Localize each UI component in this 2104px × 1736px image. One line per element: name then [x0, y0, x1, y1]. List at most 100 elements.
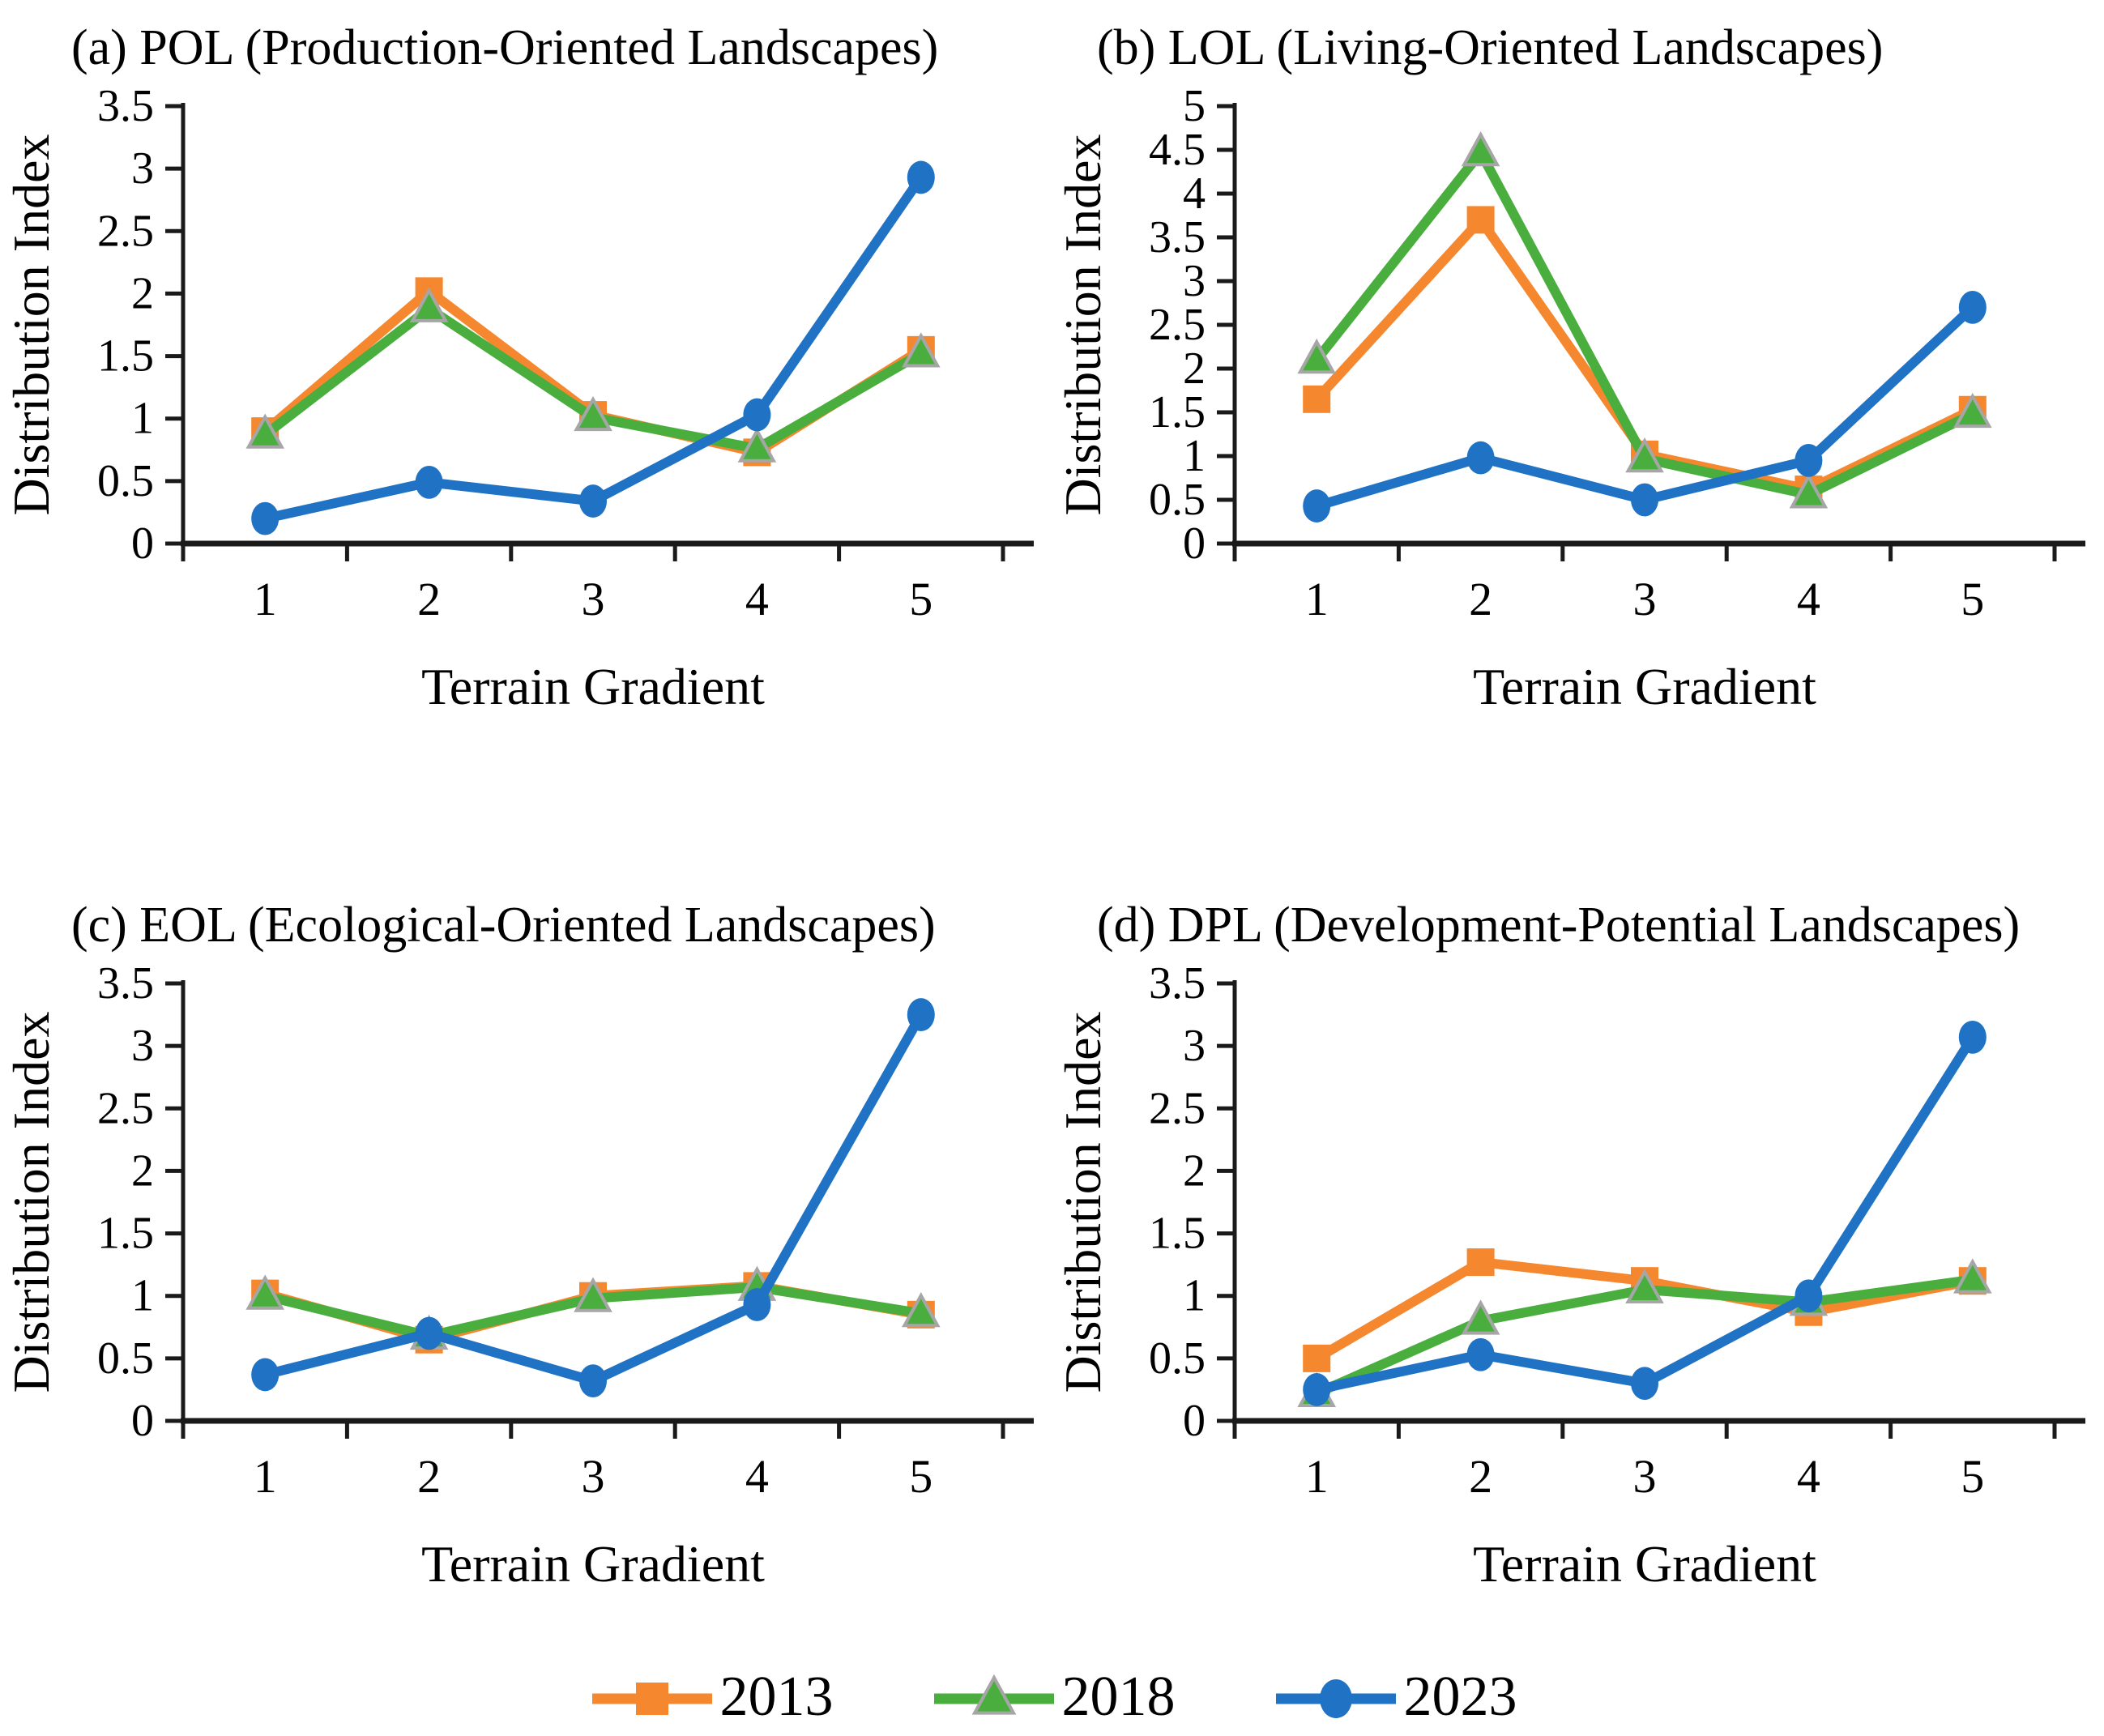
series-2018-point-1 — [1297, 338, 1336, 374]
y-tick-label: 0 — [131, 1396, 154, 1446]
series-2023-line — [1312, 302, 1978, 511]
y-tick-label: 0 — [1183, 518, 1206, 569]
y-tick-label: 1.5 — [1149, 387, 1206, 437]
x-category-label: 5 — [1961, 1450, 1984, 1503]
panel-pol: (a) POL (Production-Oriented Landscapes)… — [0, 0, 1052, 847]
pol-chart: 0 0.5 1 1.5 2 2.5 3 3.5 1 2 3 4 5 Terrain Gradient Dis… — [6, 82, 1034, 715]
y-tick-label: 3.5 — [97, 82, 154, 131]
x-category-label: 2 — [1469, 1450, 1492, 1503]
series-2018-point-3 — [1625, 1268, 1664, 1303]
y-tick-label: 3 — [131, 1021, 154, 1071]
y-tick-label: 2.5 — [1149, 1083, 1206, 1133]
x-category-label: 3 — [1633, 1450, 1657, 1503]
legend-label-2018: 2018 — [1061, 1666, 1176, 1728]
y-tick-label: 1 — [1183, 431, 1206, 481]
x-category-label: 2 — [1469, 573, 1492, 625]
series-2023-point-2 — [415, 466, 443, 499]
y-tick-label: 0 — [1183, 1396, 1206, 1446]
series-2018-point-5 — [902, 332, 941, 368]
series-2023-point-1 — [251, 1358, 280, 1392]
series-2023-point-4 — [743, 1288, 771, 1321]
x-category-label: 2 — [417, 573, 441, 625]
x-category-label: 4 — [1797, 573, 1820, 625]
series-2023-point-1 — [251, 501, 280, 535]
series-2023-point-3 — [1631, 483, 1658, 517]
x-category-label: 1 — [254, 573, 277, 625]
y-tick-label: 1.5 — [97, 1209, 154, 1259]
x-category-label: 3 — [582, 573, 605, 625]
series-2023-point-5 — [907, 998, 935, 1031]
x-category-label: 3 — [582, 1450, 605, 1503]
x-axis-title: Terrain Gradient — [1473, 658, 1816, 715]
panel-title-dpl: (d) DPL (Development-Potential Landscape… — [1097, 898, 2021, 953]
series-2023-point-5 — [907, 160, 935, 194]
legend-item-2023: 2023 — [1271, 1663, 1517, 1731]
x-axis-title: Terrain Gradient — [421, 1535, 765, 1593]
dpl-chart: 0 0.5 1 1.5 2 2.5 3 3.5 1 2 3 4 5 Terrain Gradient Dis… — [1058, 959, 2085, 1593]
y-tick-label: 0.5 — [97, 1333, 154, 1384]
x-category-label: 3 — [1633, 573, 1657, 625]
y-tick-label: 4.5 — [1149, 125, 1206, 175]
x-category-label: 4 — [745, 573, 769, 625]
panel-dpl: (d) DPL (Development-Potential Landscape… — [1052, 847, 2104, 1657]
y-tick-label: 3.5 — [1149, 959, 1206, 1009]
y-tick-label: 1 — [1183, 1271, 1206, 1321]
series-2013-point-1 — [1303, 1344, 1331, 1372]
legend-label-2023: 2023 — [1403, 1666, 1517, 1728]
x-axis-title: Terrain Gradient — [421, 658, 765, 715]
y-tick-label: 2 — [1183, 343, 1206, 394]
y-tick-label: 1.5 — [97, 331, 154, 382]
legend-marker-2013-square-icon — [591, 1683, 712, 1715]
y-tick-label: 2.5 — [97, 1083, 154, 1133]
series-2018-point-3 — [1625, 437, 1664, 473]
legend-marker-2018-triangle-icon — [933, 1674, 1054, 1715]
x-category-label: 5 — [909, 1450, 933, 1503]
series-2023-point-2 — [1466, 1337, 1495, 1371]
y-axis-title: Distribution Index — [6, 1011, 60, 1393]
x-category-label: 5 — [1961, 573, 1984, 625]
legend-item-2013: 2013 — [587, 1663, 834, 1731]
series-2018-point-1 — [245, 1274, 284, 1310]
series-2013-point-1 — [1303, 385, 1331, 413]
y-tick-label: 0.5 — [1149, 475, 1206, 525]
y-tick-label: 0.5 — [97, 456, 154, 506]
y-axis-title: Distribution Index — [1058, 134, 1112, 515]
series-2018-point-5 — [902, 1292, 941, 1328]
series-2013-point-2 — [1466, 1248, 1495, 1277]
legend-2023-marker — [1319, 1679, 1352, 1718]
panel-title-pol: (a) POL (Production-Oriented Landscapes) — [71, 20, 939, 75]
series-2018-point-4 — [1789, 473, 1829, 509]
series-2023-point-4 — [1795, 1279, 1823, 1313]
series-2013-point-2 — [1466, 206, 1495, 234]
y-tick-label: 5 — [1183, 82, 1206, 131]
x-category-label: 4 — [1797, 1450, 1820, 1503]
y-tick-label: 1 — [131, 394, 154, 444]
y-tick-label: 2.5 — [97, 206, 154, 256]
series-2018-point-2 — [409, 287, 449, 322]
y-axis-title: Distribution Index — [6, 134, 60, 515]
series-2018-point-5 — [1953, 1258, 1992, 1294]
series-2023-point-1 — [1303, 1373, 1331, 1406]
legend-2013-marker — [635, 1683, 668, 1715]
y-tick-label: 2.5 — [1149, 300, 1206, 350]
y-tick-label: 2 — [131, 268, 154, 318]
series-2023-point-1 — [1303, 489, 1331, 523]
x-category-label: 4 — [745, 1450, 769, 1503]
series-2018-point-3 — [574, 395, 612, 432]
panel-title-lol: (b) LOL (Living-Oriented Landscapes) — [1097, 20, 1884, 75]
series-2023-line — [1312, 1032, 1978, 1395]
y-tick-label: 3 — [1183, 1021, 1206, 1071]
series-2023-point-2 — [1466, 441, 1495, 475]
panel-lol: (b) LOL (Living-Oriented Landscapes) 0 0.… — [1052, 0, 2104, 847]
x-axis-title: Terrain Gradient — [1473, 1535, 1816, 1593]
legend-label-2013: 2013 — [719, 1666, 834, 1728]
y-tick-label: 0.5 — [1149, 1333, 1206, 1384]
series-2018-point-4 — [737, 427, 777, 463]
figure-grid: (a) POL (Production-Oriented Landscapes)… — [0, 0, 2104, 1657]
series-2018-point-2 — [1461, 130, 1500, 167]
legend: 2013 2018 2023 — [0, 1658, 2104, 1736]
y-tick-label: 3 — [131, 143, 154, 194]
series-2023-point-3 — [579, 484, 607, 518]
x-category-label: 1 — [254, 1450, 277, 1503]
